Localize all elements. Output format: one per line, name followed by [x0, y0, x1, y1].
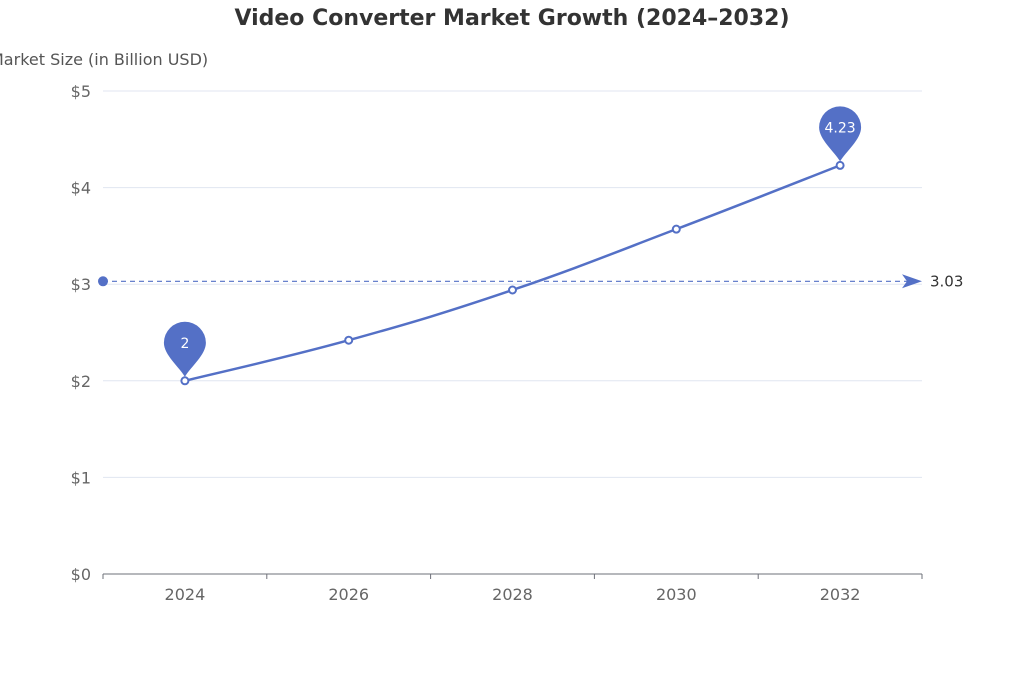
mark-line-label: 3.03: [930, 272, 963, 290]
y-axis-title: Market Size (in Billion USD): [0, 50, 209, 69]
mark-point-pin: [819, 106, 862, 162]
y-tick-label: $2: [71, 372, 91, 391]
data-point: [508, 285, 517, 295]
series-line: [184, 164, 841, 383]
y-tick-label: $0: [71, 565, 91, 584]
mark-line-start-dot: [98, 276, 108, 287]
x-tick-label: 2028: [492, 585, 533, 604]
mark-point-label: 4.23: [825, 120, 856, 136]
data-point: [180, 376, 190, 386]
x-tick-label: 2030: [656, 585, 697, 604]
mark-point-label: 2: [180, 336, 189, 352]
data-point: [835, 160, 845, 170]
mark-point-pin: [163, 321, 206, 377]
data-point: [344, 335, 354, 345]
y-tick-label: $5: [71, 82, 91, 101]
y-tick-label: $4: [71, 179, 91, 198]
y-tick-label: $3: [71, 275, 91, 294]
x-tick-label: 2032: [820, 585, 861, 604]
chart-title: Video Converter Market Growth (2024–2032…: [234, 6, 790, 31]
x-tick-label: 2024: [165, 585, 206, 604]
data-point: [671, 224, 681, 234]
x-tick-label: 2026: [328, 585, 369, 604]
y-tick-label: $1: [71, 468, 91, 487]
mark-line-arrow: [902, 274, 922, 289]
